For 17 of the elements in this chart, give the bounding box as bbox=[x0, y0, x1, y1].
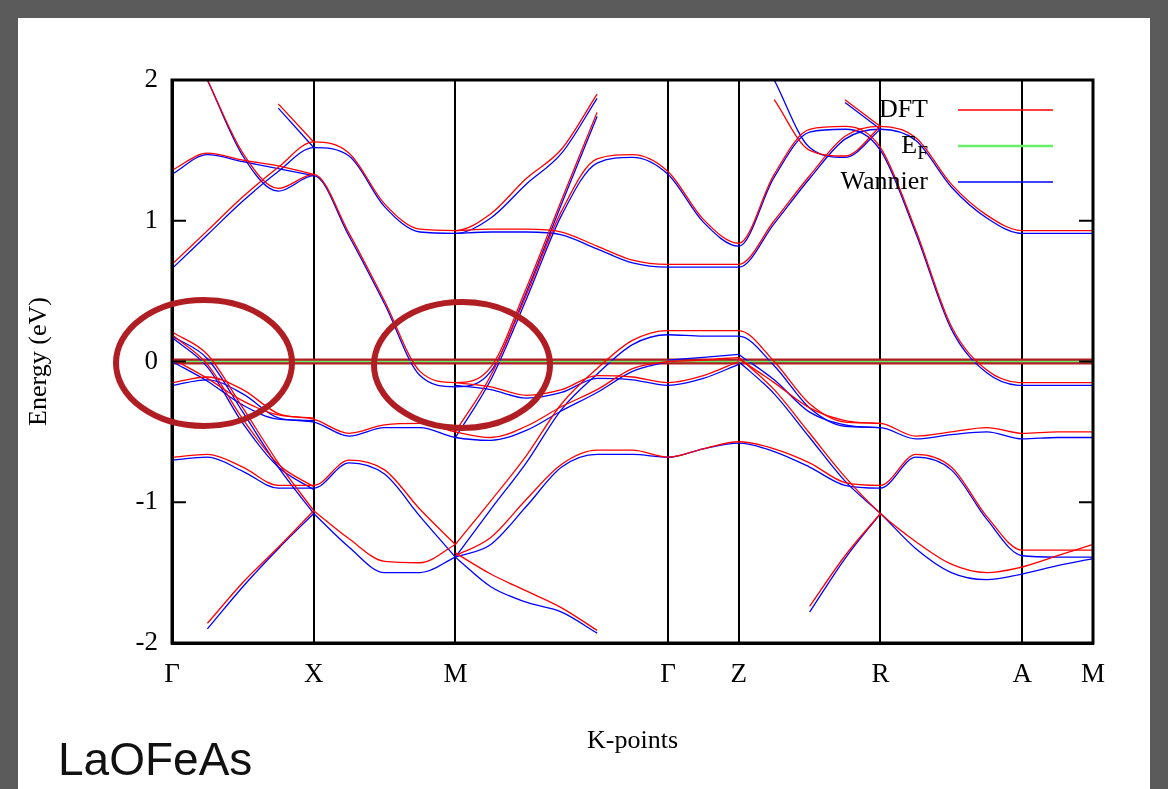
x-tick-label: Γ bbox=[660, 658, 676, 689]
y-tick-label: 2 bbox=[144, 63, 158, 94]
y-tick-label: -1 bbox=[135, 485, 158, 516]
x-tick-label: Γ bbox=[164, 658, 180, 689]
y-axis-title: Energy (eV) bbox=[23, 297, 53, 426]
x-tick-label: X bbox=[303, 658, 324, 689]
x-tick-label: M bbox=[1080, 658, 1106, 689]
y-tick-label: -2 bbox=[135, 626, 158, 657]
x-tick-label: R bbox=[871, 658, 890, 689]
text: LaOFeAs bbox=[58, 733, 253, 785]
x-tick-label: M bbox=[443, 658, 468, 689]
x-tick-label: A bbox=[1012, 658, 1033, 689]
y-tick-label: 0 bbox=[144, 344, 158, 375]
y-tick-label: 1 bbox=[144, 203, 158, 234]
x-tick-label: Z bbox=[730, 658, 748, 689]
legend-label: DFT bbox=[878, 93, 929, 123]
x-axis-title: K-points bbox=[587, 725, 678, 755]
